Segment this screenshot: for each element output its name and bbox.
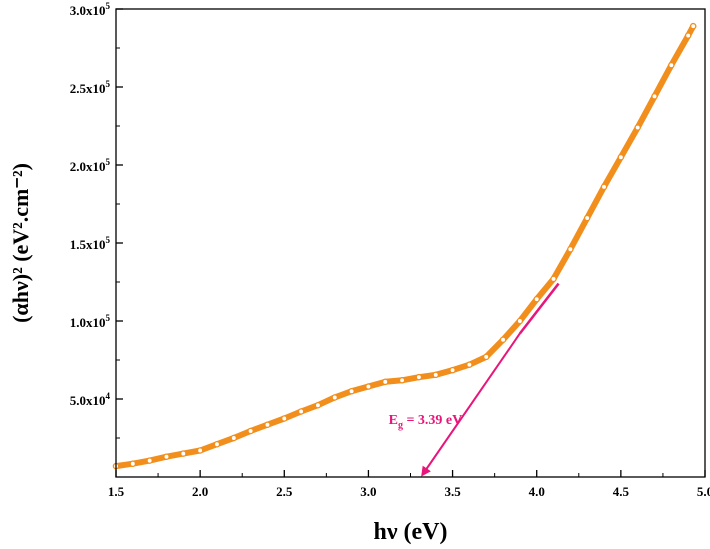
data-point (331, 394, 339, 401)
y-tick-label: 2.0x105 (70, 157, 111, 174)
plot-area: Eg = 3.39 eV (112, 22, 697, 477)
extrapolation-arrow (421, 332, 521, 477)
x-tick-label: 5.0 (697, 484, 710, 499)
y-tick-label: 3.0x105 (70, 1, 111, 18)
data-point (180, 450, 187, 457)
band-gap-annotation: Eg = 3.39 eV (389, 413, 463, 431)
x-axis: 1.5 2.0 2.5 3.0 3.5 4.0 4.5 5.0 (108, 470, 710, 499)
data-point (482, 353, 490, 361)
x-tick-label: 2.5 (276, 484, 293, 499)
data-point (398, 377, 406, 384)
data-point (281, 415, 288, 422)
data-point (651, 93, 658, 100)
data-point (230, 434, 238, 442)
y-tick-label: 1.5x105 (70, 235, 111, 252)
data-point (550, 275, 557, 283)
data-point (314, 401, 322, 409)
data-point (415, 373, 423, 381)
data-point (516, 317, 524, 325)
x-tick-label: 4.5 (613, 484, 630, 499)
data-point (684, 32, 692, 39)
data-point (466, 361, 473, 368)
data-point (634, 124, 641, 131)
data-point (196, 447, 204, 454)
data-point (689, 22, 697, 30)
data-point (213, 440, 221, 448)
y-tick-label: 5.0x104 (70, 391, 111, 408)
x-tick-label: 1.5 (108, 484, 125, 499)
x-tick-label: 3.0 (360, 484, 376, 499)
data-point (668, 61, 675, 69)
x-tick-label: 2.0 (192, 484, 208, 499)
data-point (146, 457, 153, 464)
data-point (264, 421, 271, 428)
data-point (163, 453, 170, 460)
y-axis: 5.0x104 1.0x105 1.5x105 2.0x105 2.5x105 3.0x1… (70, 1, 123, 439)
x-tick-label: 3.5 (444, 484, 461, 499)
data-point (432, 371, 439, 379)
y-axis-title: (αhν)² (eV².cm⁻²) (8, 163, 33, 323)
data-point (449, 366, 456, 374)
data-series (112, 22, 697, 470)
data-point (348, 387, 355, 395)
y-tick-label: 1.0x105 (70, 313, 111, 330)
data-point (247, 427, 254, 435)
data-point (583, 214, 591, 222)
x-axis-title: hν (eV) (373, 519, 447, 545)
x-tick-label: 4.0 (529, 484, 545, 499)
plot-frame (115, 8, 706, 478)
data-point (533, 295, 540, 303)
data-point (567, 245, 574, 253)
y-tick-label: 2.5x105 (70, 79, 111, 96)
linear-fit-line (518, 282, 560, 335)
data-point (365, 383, 372, 390)
data-point (600, 183, 608, 191)
data-point (382, 378, 389, 386)
data-point (297, 408, 305, 415)
series-line (113, 23, 697, 470)
data-point (499, 336, 507, 343)
data-point (617, 153, 625, 161)
data-point (129, 460, 137, 467)
